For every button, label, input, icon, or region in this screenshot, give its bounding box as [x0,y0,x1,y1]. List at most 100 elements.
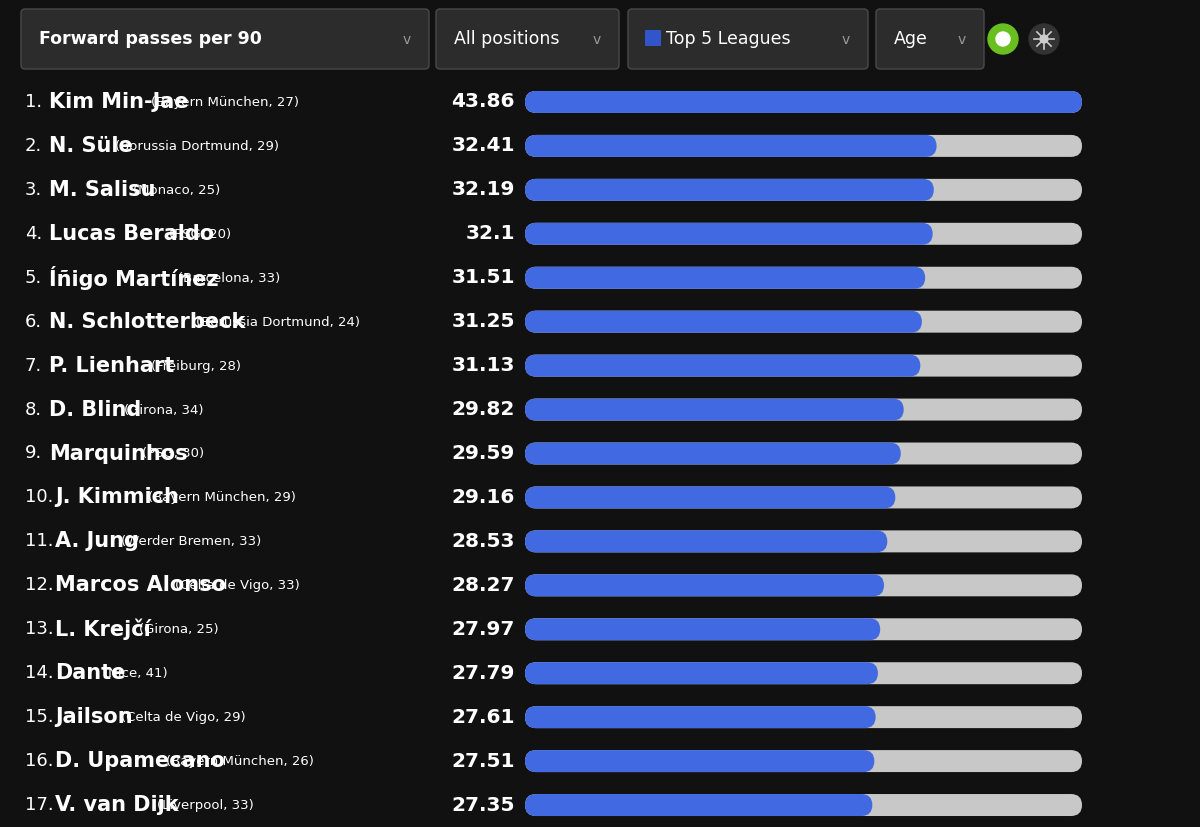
FancyBboxPatch shape [526,794,872,816]
Text: Marcos Alonso: Marcos Alonso [55,576,226,595]
FancyBboxPatch shape [526,486,1082,509]
Text: 13.: 13. [25,620,54,638]
Text: J. Kimmich: J. Kimmich [55,487,179,508]
Text: 12.: 12. [25,576,54,595]
Text: 29.16: 29.16 [451,488,515,507]
FancyBboxPatch shape [22,9,430,69]
Text: 31.13: 31.13 [451,356,515,375]
Text: (Werder Bremen, 33): (Werder Bremen, 33) [121,535,262,548]
Text: (Girona, 25): (Girona, 25) [139,624,218,636]
Text: Marquinhos: Marquinhos [49,443,187,463]
Circle shape [988,24,1018,54]
Text: 6.: 6. [25,313,42,331]
Text: v: v [593,33,601,47]
Text: 29.59: 29.59 [451,444,515,463]
FancyBboxPatch shape [526,619,1082,640]
FancyBboxPatch shape [526,222,932,245]
Text: 5.: 5. [25,269,42,287]
Text: M. Salisu: M. Salisu [49,179,156,200]
Text: (Borussia Dortmund, 29): (Borussia Dortmund, 29) [115,140,278,153]
FancyBboxPatch shape [526,311,922,332]
Text: 1.: 1. [25,93,42,111]
FancyBboxPatch shape [526,267,1082,289]
Text: N. Süle: N. Süle [49,136,133,156]
Text: 29.82: 29.82 [451,400,515,419]
FancyBboxPatch shape [628,9,868,69]
Text: (Celta de Vigo, 29): (Celta de Vigo, 29) [121,711,246,724]
Text: (Monaco, 25): (Monaco, 25) [133,184,221,197]
Text: v: v [842,33,850,47]
Text: 31.51: 31.51 [451,268,515,287]
Text: 27.51: 27.51 [451,752,515,771]
Text: Dante: Dante [55,663,125,683]
Text: A. Jung: A. Jung [55,532,139,552]
Text: L. Krejčí: L. Krejčí [55,619,151,640]
Text: 27.35: 27.35 [451,796,515,815]
FancyBboxPatch shape [526,399,904,421]
Text: 2.: 2. [25,137,42,155]
Text: Kim Min-Jae: Kim Min-Jae [49,92,188,112]
FancyBboxPatch shape [526,179,934,201]
Text: (PSG, 20): (PSG, 20) [169,227,232,241]
FancyBboxPatch shape [526,399,1082,421]
FancyBboxPatch shape [526,179,1082,201]
Text: v: v [403,33,412,47]
Text: 17.: 17. [25,796,54,814]
FancyBboxPatch shape [436,9,619,69]
FancyBboxPatch shape [526,355,1082,376]
Text: Lucas Beraldo: Lucas Beraldo [49,224,214,244]
FancyBboxPatch shape [526,267,925,289]
Text: 16.: 16. [25,752,54,770]
Circle shape [1040,35,1048,43]
FancyBboxPatch shape [526,530,887,552]
Text: Age: Age [894,30,928,48]
Text: 27.61: 27.61 [451,708,515,727]
Text: 7.: 7. [25,356,42,375]
Text: 4.: 4. [25,225,42,243]
Text: (Nice, 41): (Nice, 41) [103,667,168,680]
FancyBboxPatch shape [526,442,1082,465]
Text: (Borussia Dortmund, 24): (Borussia Dortmund, 24) [196,316,360,328]
Text: (Liverpool, 33): (Liverpool, 33) [157,799,253,812]
Text: 11.: 11. [25,533,54,551]
Text: All positions: All positions [454,30,559,48]
Text: 32.1: 32.1 [466,224,515,243]
Text: V. van Dijk: V. van Dijk [55,795,179,815]
FancyBboxPatch shape [526,662,878,684]
FancyBboxPatch shape [526,574,884,596]
FancyBboxPatch shape [876,9,984,69]
Text: (Barcelona, 33): (Barcelona, 33) [178,272,281,284]
Text: 10.: 10. [25,489,53,506]
Text: (Bayern München, 29): (Bayern München, 29) [148,491,296,504]
Text: D. Upamecano: D. Upamecano [55,751,224,771]
FancyBboxPatch shape [526,530,1082,552]
FancyBboxPatch shape [646,30,661,46]
Text: (Bayern München, 26): (Bayern München, 26) [166,755,314,768]
Text: 9.: 9. [25,444,42,462]
FancyBboxPatch shape [526,794,1082,816]
Text: Forward passes per 90: Forward passes per 90 [38,30,262,48]
FancyBboxPatch shape [526,574,1082,596]
Text: Top 5 Leagues: Top 5 Leagues [666,30,791,48]
FancyBboxPatch shape [526,222,1082,245]
Text: (Bayern München, 27): (Bayern München, 27) [151,96,299,109]
Text: (PSG, 30): (PSG, 30) [142,447,204,461]
FancyBboxPatch shape [526,750,875,772]
FancyBboxPatch shape [526,706,876,728]
FancyBboxPatch shape [526,91,1082,113]
Text: 15.: 15. [25,708,54,726]
FancyBboxPatch shape [526,442,901,465]
Text: Íñigo Martínez: Íñigo Martínez [49,265,218,289]
Text: 27.97: 27.97 [451,619,515,638]
Text: 28.27: 28.27 [451,576,515,595]
FancyBboxPatch shape [526,662,1082,684]
Text: 32.41: 32.41 [451,136,515,155]
FancyBboxPatch shape [526,91,1082,113]
FancyBboxPatch shape [526,619,881,640]
FancyBboxPatch shape [526,706,1082,728]
Text: (Girona, 34): (Girona, 34) [124,404,204,417]
Text: 31.25: 31.25 [451,312,515,331]
Text: N. Schlotterbeck: N. Schlotterbeck [49,312,245,332]
FancyBboxPatch shape [526,355,920,376]
Text: Jailson: Jailson [55,707,133,727]
